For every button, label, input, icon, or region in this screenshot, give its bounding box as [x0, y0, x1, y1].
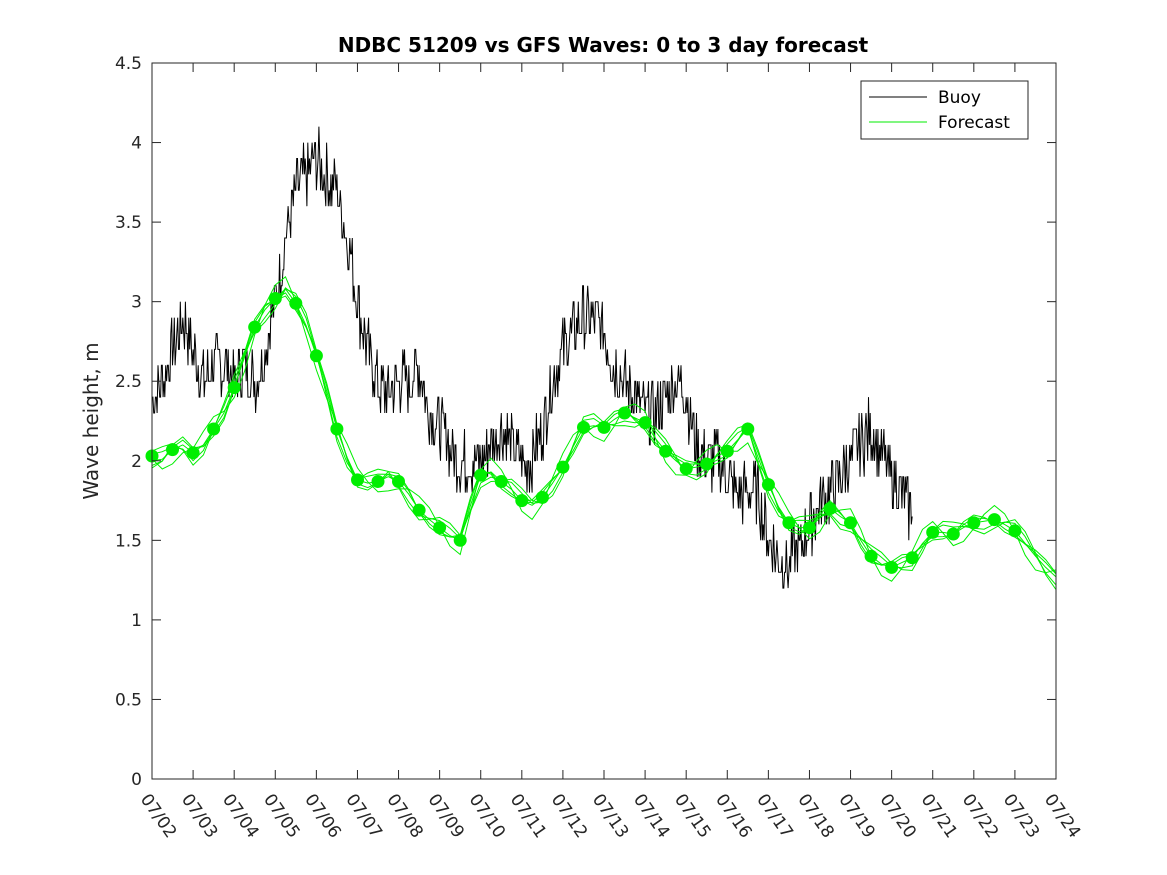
forecast-marker: [577, 420, 590, 434]
forecast-marker: [248, 320, 262, 334]
forecast-marker: [166, 443, 179, 457]
x-tick-label: 07/05: [259, 790, 303, 842]
legend-forecast-label: Forecast: [938, 113, 1010, 133]
series-layer: [145, 126, 1057, 590]
x-tick-label: 07/11: [506, 790, 550, 842]
x-tick-label: 07/23: [999, 790, 1043, 842]
x-tick-label: 07/13: [588, 790, 632, 842]
x-tick-label: 07/08: [382, 790, 426, 842]
x-tick-label: 07/16: [711, 790, 755, 842]
x-tick-label: 07/17: [752, 790, 796, 842]
forecast-marker: [186, 446, 200, 460]
y-tick-label: 2.5: [115, 372, 142, 392]
forecast-marker: [987, 513, 1001, 527]
y-tick-label: 4.5: [115, 54, 142, 74]
forecast-marker: [474, 468, 488, 482]
x-tick-label: 07/10: [465, 790, 509, 842]
x-tick-label: 07/04: [218, 790, 262, 842]
forecast-marker: [556, 460, 570, 474]
forecast-marker: [679, 462, 693, 476]
x-tick-label: 07/15: [670, 790, 714, 842]
forecast-marker: [926, 525, 940, 539]
forecast-marker: [659, 444, 673, 458]
forecast-marker: [885, 560, 899, 574]
y-tick-label: 4: [131, 134, 142, 154]
forecast-marker: [1008, 524, 1022, 538]
y-tick-label: 3: [131, 293, 142, 313]
y-axis-label: Wave height, m: [79, 342, 103, 499]
forecast-marker: [371, 475, 385, 488]
forecast-marker: [330, 422, 344, 436]
forecast-marker: [803, 521, 816, 535]
forecast-marker: [946, 527, 960, 541]
forecast-marker: [207, 422, 221, 436]
forecast-marker: [412, 503, 426, 517]
forecast-marker: [535, 490, 549, 504]
forecast-marker: [227, 381, 241, 395]
legend-buoy-label: Buoy: [938, 88, 981, 108]
x-tick-label: 07/14: [629, 790, 673, 842]
forecast-marker: [453, 533, 467, 547]
forecast-line: [151, 275, 1057, 582]
forecast-marker: [741, 422, 755, 436]
forecast-marker: [351, 473, 364, 487]
forecast-marker: [638, 416, 652, 430]
forecast-marker: [864, 549, 878, 563]
x-tick-label: 07/22: [958, 790, 1002, 842]
x-tick-label: 07/07: [341, 790, 385, 842]
chart-title: NDBC 51209 vs GFS Waves: 0 to 3 day fore…: [338, 33, 869, 57]
forecast-marker: [967, 516, 981, 530]
forecast-marker: [268, 292, 282, 305]
y-tick-label: 3.5: [115, 213, 142, 233]
y-tick-label: 0: [131, 770, 142, 790]
x-tick-label: 07/18: [793, 790, 837, 842]
forecast-marker: [905, 551, 919, 565]
forecast-marker: [515, 494, 529, 508]
x-tick-label: 07/21: [917, 790, 961, 842]
forecast-marker: [844, 516, 857, 530]
y-tick-label: 0.5: [115, 690, 142, 710]
legend: Buoy Forecast: [860, 80, 1029, 140]
x-tick-label: 07/19: [834, 790, 878, 842]
x-tick-label: 07/06: [300, 790, 344, 842]
y-tick-label: 1.5: [115, 531, 142, 551]
forecast-marker: [289, 296, 303, 310]
forecast-marker: [618, 406, 631, 420]
forecast-marker: [392, 475, 405, 488]
y-tick-label: 1: [131, 611, 142, 631]
x-tick-label: 07/24: [1040, 790, 1084, 842]
forecast-marker: [782, 516, 796, 530]
x-tick-label: 07/12: [547, 790, 591, 842]
forecast-marker: [433, 521, 447, 535]
y-tick-label: 2: [131, 452, 142, 472]
forecast-marker: [761, 478, 775, 492]
forecast-marker: [823, 502, 837, 515]
forecast-marker: [700, 457, 714, 471]
legend-box: [860, 80, 1029, 140]
forecast-marker: [720, 444, 734, 458]
forecast-marker: [494, 475, 508, 488]
forecast-marker: [597, 420, 611, 434]
x-tick-label: 07/09: [424, 790, 468, 842]
x-tick-label: 07/02: [136, 790, 180, 842]
x-tick-label: 07/20: [876, 790, 920, 842]
x-tick-label: 07/03: [177, 790, 221, 842]
forecast-marker: [309, 349, 323, 363]
